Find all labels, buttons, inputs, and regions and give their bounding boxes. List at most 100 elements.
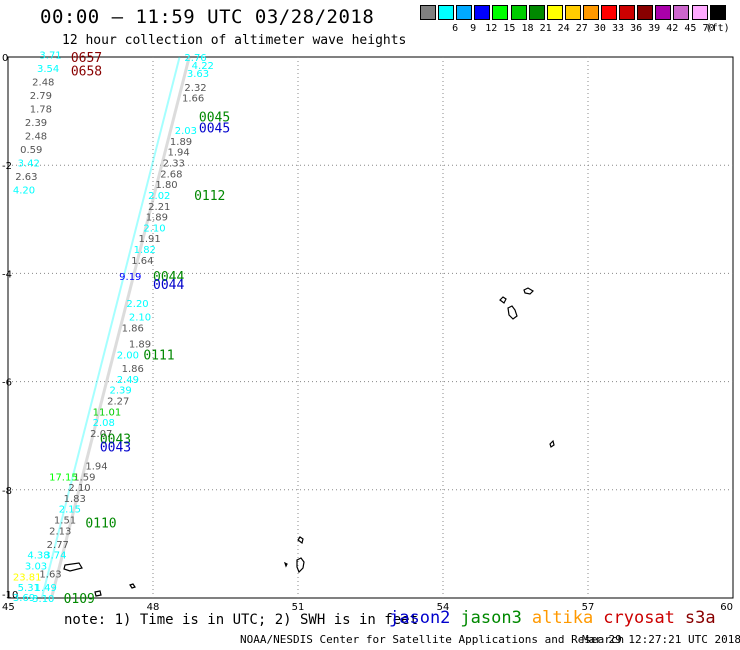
swh-value-label: 2.68	[160, 169, 182, 180]
color-scale-swatch	[492, 5, 509, 20]
swh-value-label: 2.08	[93, 418, 115, 429]
lon-tick-label: 54	[437, 602, 450, 613]
color-scale-swatch	[546, 5, 563, 20]
pass-time-label: 0112	[194, 189, 225, 204]
generation-timestamp: Mar 29 12:27:21 UTC 2018	[582, 633, 740, 646]
swh-value-label: 5.31	[18, 583, 40, 594]
island-outline	[523, 287, 534, 295]
pass-time-label: 0045	[199, 111, 230, 126]
swh-value-label: 1.89	[146, 213, 168, 224]
swh-value-label: 23.81	[13, 572, 42, 583]
color-scale-label: 15	[503, 23, 516, 34]
color-scale-label: 9	[470, 23, 477, 34]
swh-value-label: 1.86	[122, 364, 144, 375]
color-scale-swatch	[673, 5, 690, 20]
swh-value-label: 2.39	[25, 118, 47, 129]
swh-value-label: 1.91	[139, 234, 161, 245]
color-scale-label: 27	[575, 23, 588, 34]
swh-value-label: 17.15	[49, 472, 78, 483]
legend-entry-jason2: jason2	[389, 608, 451, 628]
color-scale-swatch	[601, 5, 617, 20]
swh-value-label: 2.10	[143, 223, 165, 234]
swh-value-label: 2.48	[25, 131, 47, 142]
color-scale-label: 12	[485, 23, 498, 34]
legend-entry-cryosat: cryosat	[603, 608, 675, 628]
swh-value-label: 1.89	[170, 137, 192, 148]
satellite-legend: jason2 jason3 altika cryosat s3a	[389, 608, 726, 628]
swh-value-label: 1.63	[39, 570, 61, 581]
swh-value-label: 2.39	[110, 386, 132, 397]
axis-ticks: 45 48 51 54 57 60 0 -2 -4 -6 -8 -10	[2, 53, 733, 613]
color-scale-swatch	[456, 5, 473, 20]
island-outline	[507, 305, 518, 320]
lat-tick-label: -10	[2, 590, 18, 601]
swh-value-label: 1.51	[54, 516, 76, 527]
satellite-track	[40, 56, 181, 599]
island-outline	[63, 562, 83, 572]
swh-value-label: 1.59	[73, 472, 95, 483]
pass-time-label: 0043	[100, 432, 131, 447]
color-scale-label: 36	[630, 23, 643, 34]
swh-value-label: 3.03	[25, 562, 47, 573]
swh-value-label: 2.48	[32, 77, 54, 88]
lat-tick-label: -6	[2, 378, 12, 389]
swh-value-label: 3.69	[13, 593, 35, 604]
legend-entry-s3a: s3a	[684, 608, 716, 628]
color-scale-swatch	[528, 5, 545, 20]
swh-value-label: 2.21	[148, 202, 170, 213]
color-scale-swatch	[510, 5, 527, 20]
swh-value-label: 1.80	[155, 180, 177, 191]
pass-time-label: 0657	[71, 51, 102, 66]
lon-tick-label: 45	[2, 602, 15, 613]
swh-value-label: 1.66	[182, 94, 204, 105]
swh-value-label: 1.64	[131, 256, 153, 267]
pass-time-label: 0658	[71, 65, 102, 80]
color-scale-swatch	[619, 5, 636, 20]
land-features	[63, 287, 555, 597]
color-scale-label: 70	[702, 23, 715, 34]
swh-value-label: 1.94	[168, 148, 190, 159]
map-frame	[7, 56, 734, 599]
satellite-tracks	[40, 56, 191, 599]
color-scale-swatch	[582, 5, 599, 20]
swh-value-label: 2.79	[30, 91, 52, 102]
swh-value-label: 2.10	[129, 313, 151, 324]
swh-value-label: 2.07	[90, 429, 112, 440]
lon-tick-label: 57	[582, 602, 595, 613]
swh-value-label: 2.15	[59, 505, 81, 516]
lat-tick-label: 0	[2, 53, 8, 64]
swh-value-label: 2.32	[184, 83, 206, 94]
island-outline	[129, 583, 136, 589]
swh-value-label: 1.86	[122, 324, 144, 335]
swh-value-label: 1.49	[35, 583, 57, 594]
lat-tick-label: -2	[2, 161, 12, 172]
island-outline	[283, 561, 288, 568]
swh-value-label: 1.94	[85, 461, 107, 472]
credit-text: NOAA/NESDIS Center for Satellite Applica…	[240, 633, 625, 646]
swh-value-label: 2.49	[117, 375, 139, 386]
swh-value-label: 3.63	[187, 69, 209, 80]
legend-entry-jason3: jason3	[460, 608, 522, 628]
swh-value-label: 2.00	[117, 351, 139, 362]
color-scale-swatch	[420, 5, 436, 20]
island-outline	[297, 536, 304, 545]
swh-value-label: 3.54	[37, 64, 59, 75]
island-outline	[499, 296, 507, 304]
color-scale-swatch	[474, 5, 491, 20]
color-scale-label: (ft)	[705, 23, 730, 34]
swh-value-label: 4.22	[192, 61, 214, 72]
footer-note: note: 1) Time is in UTC; 2) SWH is in fe…	[64, 612, 419, 628]
swh-value-label: 1.83	[64, 494, 86, 505]
color-scale-label: 24	[557, 23, 570, 34]
color-scale-label: 42	[666, 23, 679, 34]
island-outline	[94, 590, 102, 597]
color-scale-label: 33	[611, 23, 625, 34]
page-subtitle: 12 hour collection of altimeter wave hei…	[62, 33, 407, 48]
map-grid	[8, 57, 733, 598]
swh-value-label: 2.10	[68, 483, 90, 494]
island-outline	[296, 557, 305, 574]
pass-time-label: 0044	[153, 270, 184, 285]
color-scale-swatch	[564, 5, 581, 20]
